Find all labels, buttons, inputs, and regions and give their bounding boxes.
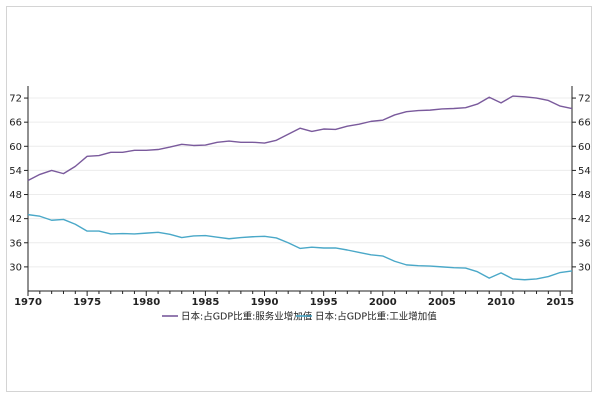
y-tick-label-left: 42	[9, 214, 22, 225]
y-tick-label-left: 72	[9, 94, 22, 105]
y-axis-right: 30 36 42 48 54 60 66 72	[572, 94, 591, 273]
gridlines	[28, 97, 572, 268]
y-tick-label-right: 60	[578, 142, 591, 153]
legend-label-0: 日本:占GDP比重:服务业增加值	[181, 311, 313, 323]
y-tick-label-left: 36	[9, 238, 22, 249]
series-line-1	[27, 213, 573, 281]
y-tick-label-right: 36	[578, 238, 591, 249]
y-tick-label-right: 54	[578, 166, 591, 177]
series-line-0	[27, 95, 573, 182]
x-axis: 1970 1975 1980 1985 1990 1995 2000 2005 2010 2015	[14, 291, 574, 308]
x-tick-label: 1975	[73, 297, 101, 308]
y-tick-label-right: 72	[578, 94, 591, 105]
x-tick-label: 1990	[251, 297, 279, 308]
y-tick-label-left: 48	[9, 190, 22, 201]
series-lines	[27, 95, 573, 281]
x-tick-label: 2010	[487, 297, 515, 308]
x-tick-label: 1985	[191, 297, 219, 308]
x-tick-label: 2000	[369, 297, 397, 308]
y-axis-left: 30 36 42 48 54 60 66 72	[9, 94, 28, 273]
x-tick-label: 2005	[428, 297, 456, 308]
y-tick-label-left: 60	[9, 142, 22, 153]
y-tick-label-left: 54	[9, 166, 22, 177]
y-tick-label-left: 30	[9, 262, 22, 273]
legend-label-1: 日本:占GDP比重:工业增加值	[315, 311, 437, 323]
y-tick-label-right: 48	[578, 190, 591, 201]
axes	[27, 86, 573, 292]
x-tick-label: 1970	[14, 297, 42, 308]
legend: 日本:占GDP比重:服务业增加值 日本:占GDP比重:工业增加值	[162, 311, 437, 323]
x-tick-label: 1980	[132, 297, 160, 308]
x-tick-label: 2015	[546, 297, 574, 308]
chart-frame	[6, 6, 592, 392]
y-tick-label-right: 30	[578, 262, 591, 273]
y-tick-label-right: 42	[578, 214, 591, 225]
y-tick-label-right: 66	[578, 118, 591, 129]
y-tick-label-left: 66	[9, 118, 22, 129]
x-tick-label: 1995	[310, 297, 338, 308]
